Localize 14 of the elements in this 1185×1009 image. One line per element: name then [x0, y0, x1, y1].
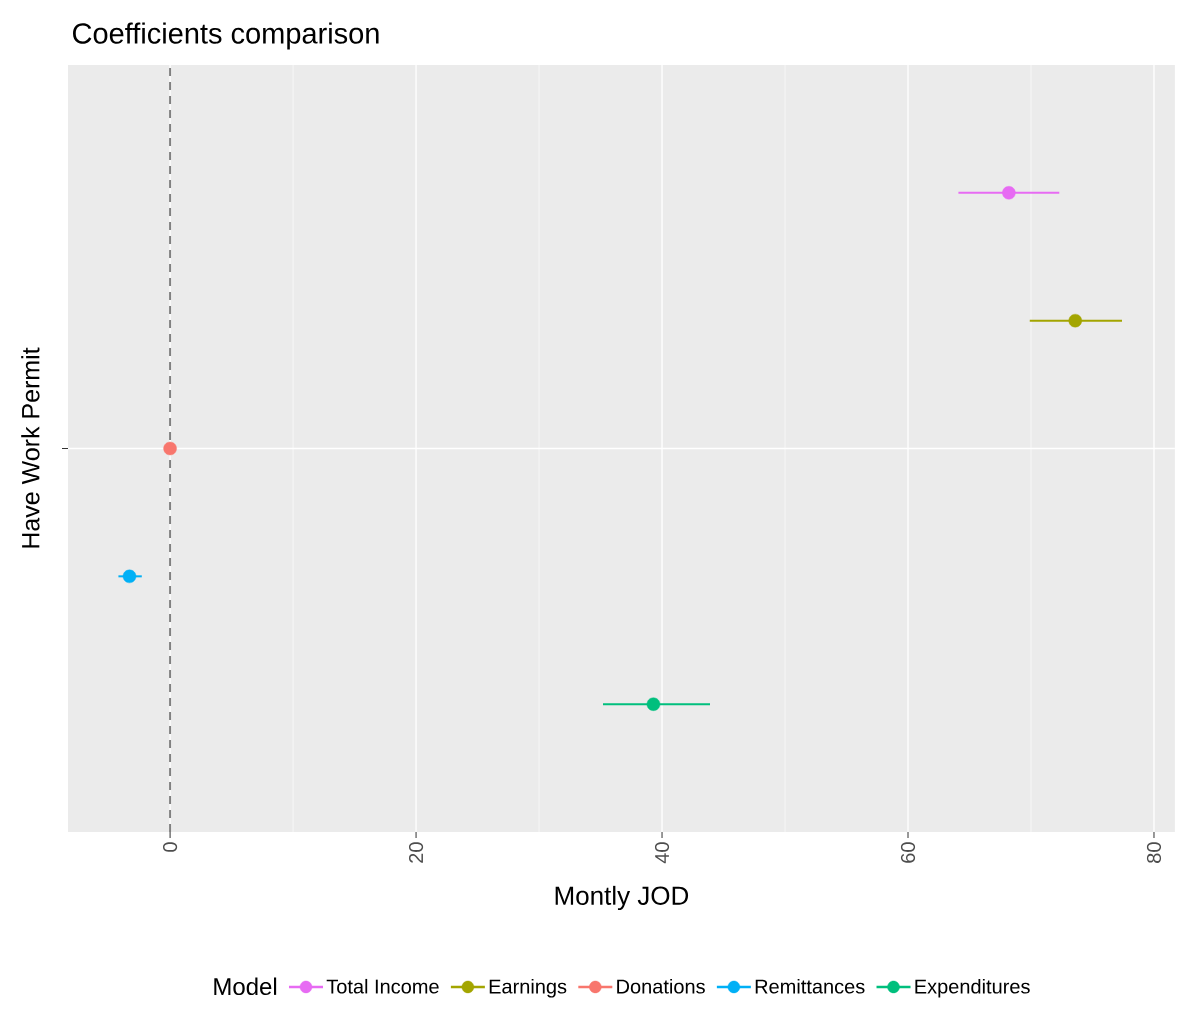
x-tick-label: 20 [408, 842, 424, 863]
legend-label: Remittances [755, 978, 865, 994]
y-axis-title: Have Work Permit [21, 347, 40, 548]
x-axis-title: Montly JOD [555, 885, 689, 911]
x-tick-label: 80 [1146, 842, 1162, 863]
chart-title: Coefficients comparison [73, 22, 379, 50]
legend-label: Donations [617, 978, 705, 994]
legend-title: Model [214, 977, 277, 996]
x-tick-label: 0 [163, 842, 178, 852]
legend-label: Expenditures [915, 978, 1030, 998]
legend-label: Total Income [326, 978, 439, 994]
x-tick-label: 40 [654, 842, 670, 864]
legend-label: Earnings [489, 978, 567, 998]
x-tick-label: 60 [900, 842, 916, 863]
